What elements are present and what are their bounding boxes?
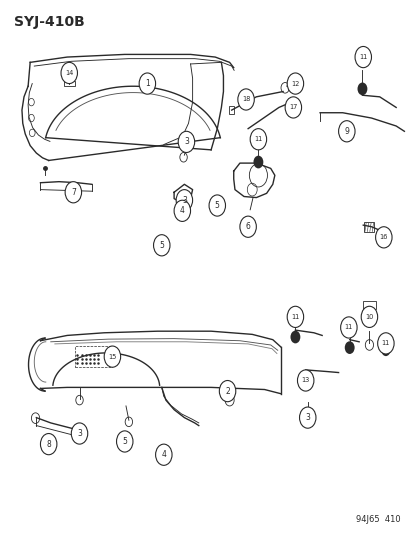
Text: 11: 11: [358, 54, 366, 60]
Text: 3: 3: [77, 429, 82, 438]
Circle shape: [153, 235, 170, 256]
Circle shape: [237, 89, 254, 110]
Circle shape: [174, 200, 190, 221]
Text: 5: 5: [159, 241, 164, 250]
Circle shape: [290, 330, 299, 343]
Text: 3: 3: [181, 196, 186, 205]
Text: 11: 11: [254, 136, 262, 142]
Text: 10: 10: [364, 314, 373, 320]
Circle shape: [360, 306, 377, 327]
Text: 15: 15: [108, 353, 116, 360]
Circle shape: [340, 317, 356, 338]
Circle shape: [104, 346, 120, 367]
Text: 9: 9: [344, 127, 349, 136]
Circle shape: [219, 381, 235, 402]
Text: 2: 2: [225, 386, 229, 395]
Circle shape: [61, 62, 77, 84]
Circle shape: [178, 131, 194, 152]
Circle shape: [239, 216, 256, 237]
Bar: [363, 222, 373, 232]
Circle shape: [253, 156, 263, 168]
Text: 12: 12: [290, 80, 299, 86]
Circle shape: [209, 195, 225, 216]
Circle shape: [249, 128, 266, 150]
Circle shape: [65, 182, 81, 203]
Bar: [74, 346, 112, 367]
Text: 11: 11: [291, 314, 299, 320]
Circle shape: [71, 423, 88, 444]
Circle shape: [139, 73, 155, 94]
Circle shape: [354, 46, 370, 68]
Circle shape: [344, 341, 354, 354]
Circle shape: [299, 407, 315, 428]
Text: 16: 16: [379, 235, 387, 240]
Text: 17: 17: [288, 104, 297, 110]
Circle shape: [285, 97, 301, 118]
Circle shape: [377, 333, 393, 354]
Text: 4: 4: [161, 450, 166, 459]
Text: 14: 14: [65, 70, 73, 76]
Text: 18: 18: [241, 96, 249, 102]
Text: 1: 1: [145, 79, 150, 88]
Text: 5: 5: [214, 201, 219, 210]
Circle shape: [287, 306, 303, 327]
Circle shape: [380, 344, 389, 356]
Text: 3: 3: [183, 138, 188, 147]
Text: SYJ-410B: SYJ-410B: [14, 14, 84, 29]
Text: 11: 11: [381, 341, 389, 346]
Text: 3: 3: [304, 413, 309, 422]
Text: 13: 13: [301, 377, 309, 384]
Circle shape: [40, 433, 57, 455]
FancyBboxPatch shape: [64, 81, 74, 86]
Circle shape: [176, 190, 192, 211]
Circle shape: [357, 83, 366, 95]
Circle shape: [375, 227, 391, 248]
Text: 4: 4: [180, 206, 184, 215]
Text: 11: 11: [344, 325, 352, 330]
Circle shape: [116, 431, 133, 452]
Text: 6: 6: [245, 222, 250, 231]
Text: 94J65  410: 94J65 410: [355, 515, 399, 523]
Bar: [228, 107, 233, 114]
Text: 7: 7: [71, 188, 76, 197]
Text: 8: 8: [46, 440, 51, 449]
Circle shape: [297, 370, 313, 391]
Circle shape: [155, 444, 172, 465]
Text: 5: 5: [122, 437, 127, 446]
Bar: [362, 301, 375, 309]
Circle shape: [338, 120, 354, 142]
Circle shape: [287, 73, 303, 94]
